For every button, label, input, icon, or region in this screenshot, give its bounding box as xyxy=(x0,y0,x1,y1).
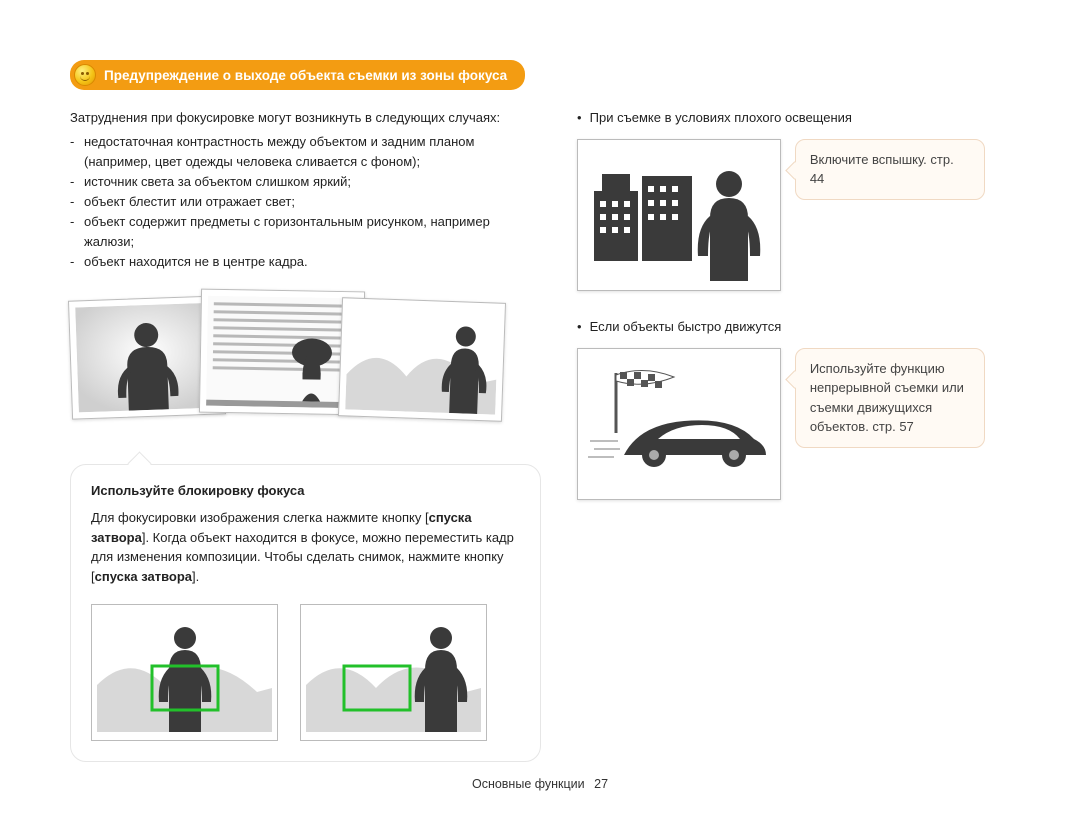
focus-lock-title: Используйте блокировку фокуса xyxy=(91,483,520,498)
focus-img-centered xyxy=(91,604,278,741)
warning-header: Предупреждение о выходе объекта съемки и… xyxy=(70,60,525,90)
thumb-motion xyxy=(577,348,781,500)
list-item: объект содержит предметы с горизонтальны… xyxy=(84,212,541,252)
intro-text: Затруднения при фокусировке могут возник… xyxy=(70,108,541,128)
page-footer: Основные функции 27 xyxy=(0,777,1080,791)
example-thumbnails xyxy=(70,290,541,440)
tip-continuous: Используйте функцию непрерывной съемки и… xyxy=(795,348,985,448)
header-title: Предупреждение о выходе объекта съемки и… xyxy=(104,68,507,83)
footer-section: Основные функции xyxy=(472,777,585,791)
footer-page: 27 xyxy=(594,777,608,791)
list-item: объект блестит или отражает свет; xyxy=(84,192,541,212)
bullet-item: Если объекты быстро движутся xyxy=(577,317,1010,338)
focus-lock-text: Для фокусировки изображения слегка нажми… xyxy=(91,508,520,586)
focus-lock-box: Используйте блокировку фокуса Для фокуси… xyxy=(70,464,541,762)
left-column: Затруднения при фокусировке могут возник… xyxy=(70,108,541,762)
right-column: При съемке в условиях плохого освещения xyxy=(577,108,1010,762)
cause-list: недостаточная контрастность между объект… xyxy=(70,132,541,273)
focus-img-recomposed xyxy=(300,604,487,741)
right-item-lowlight: При съемке в условиях плохого освещения xyxy=(577,108,1010,291)
list-item: объект находится не в центре кадра. xyxy=(84,252,541,272)
smile-icon xyxy=(74,64,96,86)
bullet-item: При съемке в условиях плохого освещения xyxy=(577,108,1010,129)
list-item: источник света за объектом слишком яркий… xyxy=(84,172,541,192)
bullet-list: Если объекты быстро движутся xyxy=(577,317,1010,338)
bullet-list: При съемке в условиях плохого освещения xyxy=(577,108,1010,129)
right-item-motion: Если объекты быстро движутся xyxy=(577,317,1010,500)
content-columns: Затруднения при фокусировке могут возник… xyxy=(70,108,1010,762)
focus-lock-images xyxy=(91,604,520,741)
thumb-offcenter xyxy=(338,298,506,423)
list-item: недостаточная контрастность между объект… xyxy=(84,132,541,172)
thumb-lowlight xyxy=(577,139,781,291)
tip-flash: Включите вспышку. стр. 44 xyxy=(795,139,985,200)
